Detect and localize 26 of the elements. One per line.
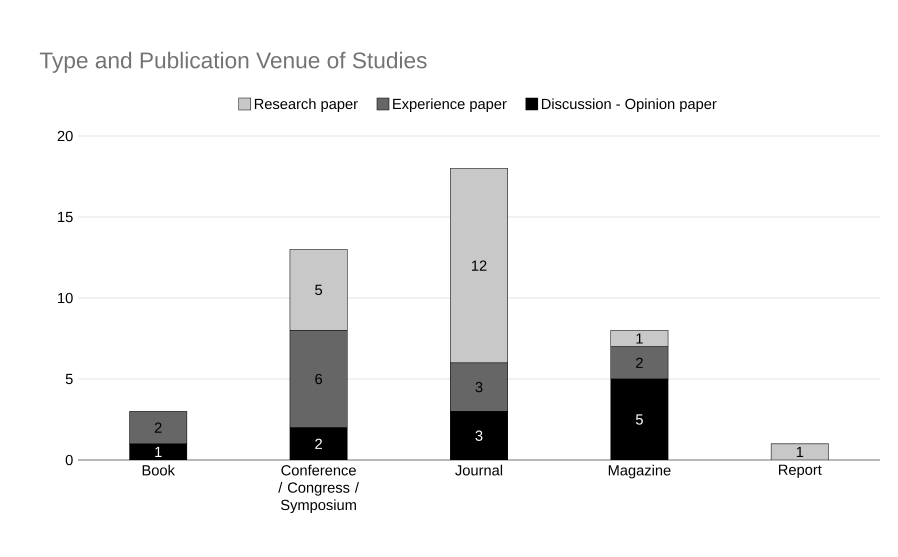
legend-label: Discussion - Opinion paper	[542, 98, 717, 112]
data-label: 1	[155, 446, 162, 457]
y-tick-label: 0	[66, 454, 73, 466]
data-label: 3	[475, 430, 482, 441]
y-tick-label: 10	[58, 292, 73, 304]
data-label: 2	[636, 358, 643, 368]
data-label: 3	[475, 382, 482, 392]
x-tick-label: Conference / Congress / Symposium	[278, 464, 359, 514]
y-tick-label: 20	[58, 130, 73, 142]
y-tick-label: 5	[66, 374, 73, 384]
data-label: 1	[636, 333, 643, 344]
chart-title: Type and Publication Venue of Studies	[40, 52, 427, 73]
x-tick-label: Journal	[455, 464, 502, 476]
data-label: 2	[315, 438, 322, 449]
data-label: 6	[315, 374, 322, 384]
x-tick-label: Book	[142, 464, 175, 476]
data-label: 2	[154, 422, 162, 433]
data-label: 5	[315, 284, 322, 296]
x-tick-label: Report	[779, 464, 822, 478]
legend-label: Experience paper	[393, 98, 507, 112]
legend-label: Research paper	[254, 98, 358, 112]
data-label: 5	[636, 414, 643, 425]
data-label: 12	[472, 260, 486, 271]
data-label: 1	[796, 446, 804, 457]
x-tick-label: Magazine	[608, 464, 671, 478]
y-tick-label: 15	[58, 212, 73, 222]
